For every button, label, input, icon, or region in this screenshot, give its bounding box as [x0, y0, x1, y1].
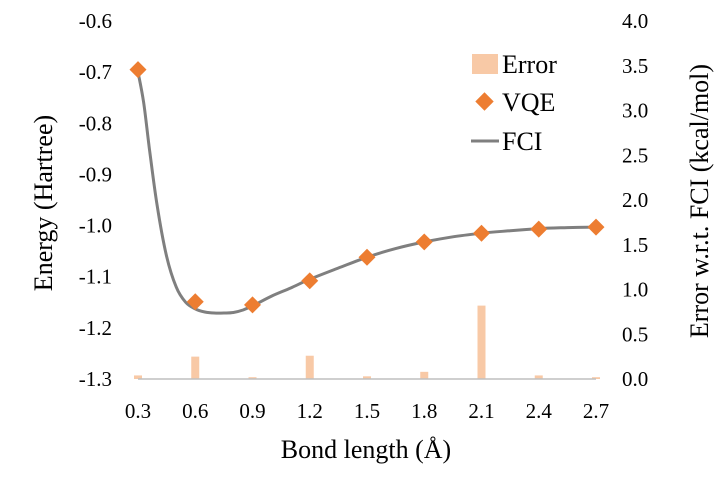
x-tick-label: 2.4: [526, 399, 553, 423]
vqe-points: [129, 61, 605, 314]
legend: Error VQE FCI: [471, 50, 557, 156]
y-tick-label: -0.7: [79, 60, 112, 84]
vqe-point: [186, 293, 204, 311]
error-bars: [134, 305, 600, 379]
legend-label-vqe: VQE: [502, 88, 555, 117]
error-bar: [477, 305, 486, 379]
x-tick-label: 1.2: [297, 399, 323, 423]
y2-tick-label: 4.0: [622, 9, 648, 33]
error-bar: [363, 376, 371, 379]
legend-swatch-error: [472, 54, 498, 74]
y-tick-label: -1.2: [79, 316, 112, 340]
y-tick-label: -1.1: [79, 265, 112, 289]
error-bar: [248, 377, 257, 379]
tick-labels: 0.3 0.6 0.9 1.2 1.5 1.8 2.1 2.4 2.7 -0.6 -0.7 -0.8 -…: [79, 9, 649, 423]
legend-marker-vqe: [475, 92, 494, 111]
error-bar: [134, 375, 142, 379]
y-tick-label: -1.0: [79, 214, 112, 238]
y-tick-label: -0.6: [79, 9, 112, 33]
y2-tick-label: 0.0: [622, 367, 648, 391]
y2-tick-label: 1.0: [622, 278, 648, 302]
error-bar: [191, 356, 200, 379]
legend-label-fci: FCI: [502, 127, 542, 156]
x-tick-label: 0.6: [182, 399, 208, 423]
x-tick-label: 2.1: [468, 399, 494, 423]
x-axis-title: Bond length (Å): [281, 435, 451, 464]
y-tick-label: -0.8: [79, 111, 112, 135]
y2-tick-label: 0.5: [622, 322, 648, 346]
y2-tick-label: 3.0: [622, 99, 648, 123]
vqe-point: [530, 220, 548, 238]
x-tick-label: 0.9: [239, 399, 265, 423]
y-tick-label: -0.9: [79, 162, 112, 186]
vqe-point: [415, 233, 433, 251]
error-bar: [592, 377, 600, 379]
y-axis-title: Energy (Hartree): [29, 115, 58, 291]
error-bar: [534, 375, 543, 379]
y2-tick-label: 2.5: [622, 143, 648, 167]
x-tick-label: 2.7: [583, 399, 609, 423]
legend-label-error: Error: [502, 50, 557, 79]
y2-tick-label: 3.5: [622, 54, 648, 78]
x-tick-label: 1.8: [411, 399, 437, 423]
x-tick-label: 0.3: [125, 399, 151, 423]
y2-tick-label: 1.5: [622, 233, 648, 257]
error-bar: [305, 355, 314, 379]
vqe-point: [358, 248, 376, 266]
x-tick-label: 1.5: [354, 399, 380, 423]
y2-axis-title: Error w.r.t. FCI (kcal/mol): [685, 64, 714, 338]
y2-tick-label: 2.0: [622, 188, 648, 212]
vqe-point: [473, 224, 490, 242]
vqe-point: [301, 272, 319, 290]
vqe-point: [587, 218, 605, 236]
vqe-point: [129, 61, 147, 79]
y-tick-label: -1.3: [79, 367, 112, 391]
vqe-point: [244, 296, 261, 314]
error-bar: [420, 371, 429, 379]
